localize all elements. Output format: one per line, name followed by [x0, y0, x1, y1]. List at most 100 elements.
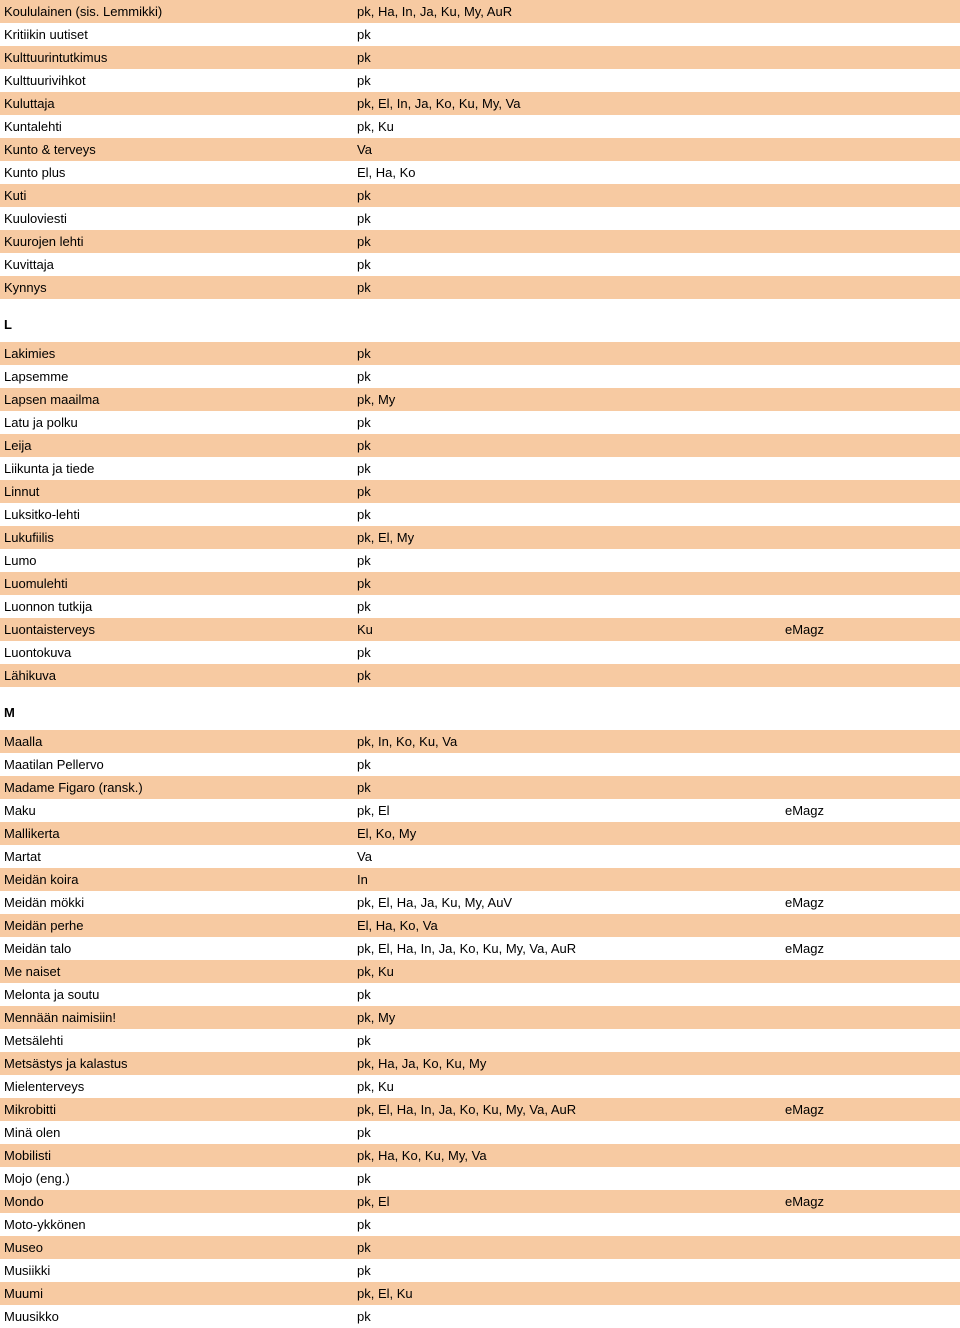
table-row: Melonta ja soutupk	[0, 983, 960, 1006]
magazine-name: Leija	[4, 438, 357, 453]
availability-codes: pk	[357, 668, 785, 683]
table-row: Metsälehtipk	[0, 1029, 960, 1052]
table-row: Luonnon tutkijapk	[0, 595, 960, 618]
table-row: Lapsemmepk	[0, 365, 960, 388]
magazine-name: Mallikerta	[4, 826, 357, 841]
magazine-name: Kuurojen lehti	[4, 234, 357, 249]
magazine-name: Mojo (eng.)	[4, 1171, 357, 1186]
magazine-name: Lähikuva	[4, 668, 357, 683]
availability-codes: pk	[357, 507, 785, 522]
table-row: Mojo (eng.)pk	[0, 1167, 960, 1190]
magazine-name: Lapsemme	[4, 369, 357, 384]
table-row: Madame Figaro (ransk.)pk	[0, 776, 960, 799]
availability-codes: pk, El, Ha, Ja, Ku, My, AuV	[357, 895, 785, 910]
availability-codes: El, Ko, My	[357, 826, 785, 841]
table-row: MallikertaEl, Ko, My	[0, 822, 960, 845]
availability-codes: pk	[357, 599, 785, 614]
magazine-name: Kuti	[4, 188, 357, 203]
availability-codes: pk	[357, 757, 785, 772]
magazine-name: Musiikki	[4, 1263, 357, 1278]
magazine-name: Mondo	[4, 1194, 357, 1209]
availability-codes: pk	[357, 27, 785, 42]
table-row: Meidän koiraIn	[0, 868, 960, 891]
magazine-name: Muumi	[4, 1286, 357, 1301]
magazine-name: Kynnys	[4, 280, 357, 295]
table-row: Me naisetpk, Ku	[0, 960, 960, 983]
table-row: Lumopk	[0, 549, 960, 572]
table-row: Makupk, EleMagz	[0, 799, 960, 822]
table-row: Mobilistipk, Ha, Ko, Ku, My, Va	[0, 1144, 960, 1167]
magazine-name: Liikunta ja tiede	[4, 461, 357, 476]
availability-codes: pk, Ku	[357, 119, 785, 134]
table-row: Kunto & terveysVa	[0, 138, 960, 161]
availability-codes: pk	[357, 780, 785, 795]
table-row: Kulttuurintutkimuspk	[0, 46, 960, 69]
availability-codes: pk, El	[357, 803, 785, 818]
table-row: Lapsen maailmapk, My	[0, 388, 960, 411]
availability-codes: pk, Ku	[357, 964, 785, 979]
magazine-name: Kunto plus	[4, 165, 357, 180]
availability-codes: pk, Ku	[357, 1079, 785, 1094]
magazine-name: Maalla	[4, 734, 357, 749]
availability-codes: In	[357, 872, 785, 887]
table-row: Maallapk, In, Ko, Ku, Va	[0, 730, 960, 753]
table-row: Meidän talopk, El, Ha, In, Ja, Ko, Ku, M…	[0, 937, 960, 960]
availability-codes: pk	[357, 234, 785, 249]
magazine-name: Luontaisterveys	[4, 622, 357, 637]
magazine-name: Lukufiilis	[4, 530, 357, 545]
table-row: Latu ja polkupk	[0, 411, 960, 434]
table-row: Koululainen (sis. Lemmikki)pk, Ha, In, J…	[0, 0, 960, 23]
table-row: Kritiikin uutisetpk	[0, 23, 960, 46]
availability-codes: pk, El, Ku	[357, 1286, 785, 1301]
table-row: Kunto plusEl, Ha, Ko	[0, 161, 960, 184]
magazine-name: Luksitko-lehti	[4, 507, 357, 522]
magazine-name: Meidän mökki	[4, 895, 357, 910]
table-row: Mielenterveyspk, Ku	[0, 1075, 960, 1098]
magazine-name: Latu ja polku	[4, 415, 357, 430]
section-heading: M	[0, 687, 960, 730]
availability-codes: pk	[357, 1125, 785, 1140]
format-tag: eMagz	[785, 803, 952, 818]
section-letter: M	[4, 705, 357, 720]
magazine-name: Moto-ykkönen	[4, 1217, 357, 1232]
table-row: MartatVa	[0, 845, 960, 868]
table-row: Maatilan Pellervopk	[0, 753, 960, 776]
magazine-name: Metsälehti	[4, 1033, 357, 1048]
table-row: Metsästys ja kalastuspk, Ha, Ja, Ko, Ku,…	[0, 1052, 960, 1075]
availability-codes: pk	[357, 211, 785, 226]
magazine-name: Minä olen	[4, 1125, 357, 1140]
table-row: Lähikuvapk	[0, 664, 960, 687]
table-row: Kuntalehtipk, Ku	[0, 115, 960, 138]
magazine-name: Kuntalehti	[4, 119, 357, 134]
availability-codes: pk	[357, 73, 785, 88]
availability-codes: pk, In, Ko, Ku, Va	[357, 734, 785, 749]
availability-codes: pk	[357, 1240, 785, 1255]
magazine-name: Mikrobitti	[4, 1102, 357, 1117]
magazine-name: Madame Figaro (ransk.)	[4, 780, 357, 795]
availability-codes: pk	[357, 50, 785, 65]
table-row: Mondopk, EleMagz	[0, 1190, 960, 1213]
availability-codes: pk	[357, 369, 785, 384]
magazine-name: Melonta ja soutu	[4, 987, 357, 1002]
availability-codes: Ku	[357, 622, 785, 637]
magazine-name: Mennään naimisiin!	[4, 1010, 357, 1025]
table-row: Luontokuvapk	[0, 641, 960, 664]
availability-codes: Va	[357, 142, 785, 157]
availability-codes: pk	[357, 576, 785, 591]
availability-codes: pk	[357, 1263, 785, 1278]
table-row: Mennään naimisiin!pk, My	[0, 1006, 960, 1029]
availability-codes: pk	[357, 257, 785, 272]
magazine-name: Mobilisti	[4, 1148, 357, 1163]
magazine-name: Luonnon tutkija	[4, 599, 357, 614]
availability-codes: pk, Ha, Ko, Ku, My, Va	[357, 1148, 785, 1163]
availability-codes: pk, Ha, Ja, Ko, Ku, My	[357, 1056, 785, 1071]
magazine-name: Koululainen (sis. Lemmikki)	[4, 4, 357, 19]
magazine-name: Meidän koira	[4, 872, 357, 887]
magazine-name: Muusikko	[4, 1309, 357, 1324]
table-row: LuontaisterveysKueMagz	[0, 618, 960, 641]
table-row: Kuluttajapk, El, In, Ja, Ko, Ku, My, Va	[0, 92, 960, 115]
availability-codes: pk, Ha, In, Ja, Ku, My, AuR	[357, 4, 785, 19]
availability-codes: pk	[357, 280, 785, 295]
magazine-name: Maku	[4, 803, 357, 818]
availability-codes: pk	[357, 188, 785, 203]
